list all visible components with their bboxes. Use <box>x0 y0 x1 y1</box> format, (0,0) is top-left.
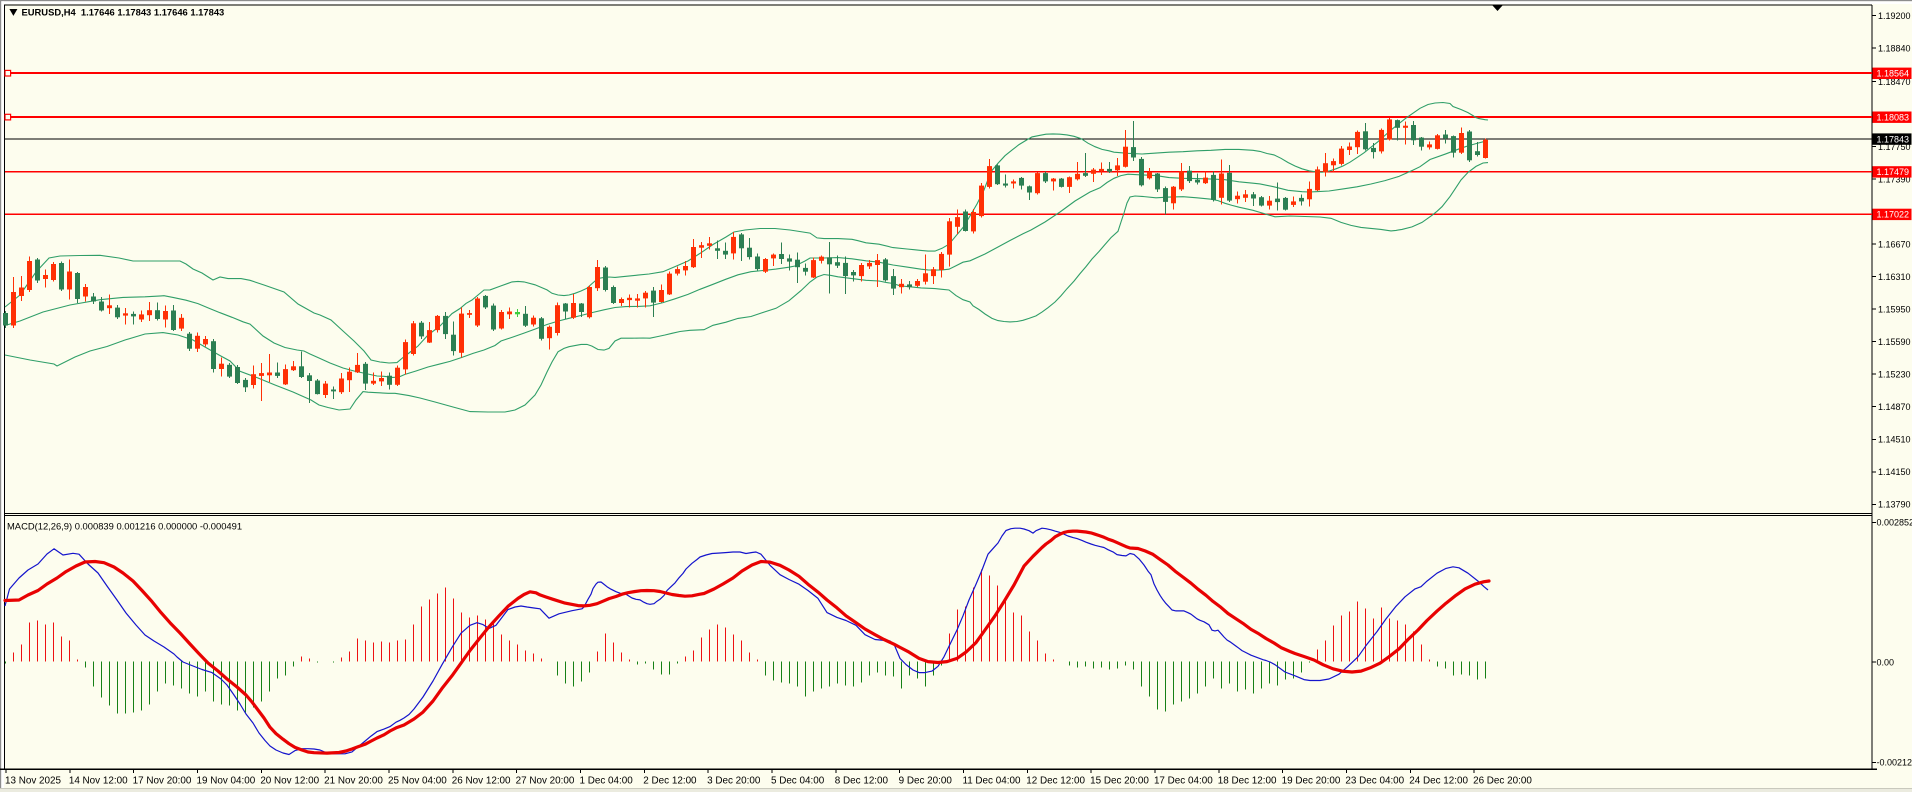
svg-text:EURUSD,H4 1.17646 1.17843 1.1: EURUSD,H4 1.17646 1.17843 1.17646 1.1784… <box>22 6 225 17</box>
svg-text:1.18470: 1.18470 <box>1878 77 1911 87</box>
svg-text:1.13790: 1.13790 <box>1878 500 1911 510</box>
svg-text:14 Nov 12:00: 14 Nov 12:00 <box>69 776 128 787</box>
svg-text:23 Dec 04:00: 23 Dec 04:00 <box>1345 776 1404 787</box>
svg-text:8 Dec 12:00: 8 Dec 12:00 <box>835 776 889 787</box>
svg-text:1.17022: 1.17022 <box>1877 210 1910 220</box>
svg-text:MACD(12,26,9) 0.000839 0.00121: MACD(12,26,9) 0.000839 0.001216 0.000000… <box>7 521 242 532</box>
svg-text:1.18840: 1.18840 <box>1878 43 1911 53</box>
svg-text:19 Nov 04:00: 19 Nov 04:00 <box>196 776 255 787</box>
svg-text:17 Dec 04:00: 17 Dec 04:00 <box>1154 776 1213 787</box>
svg-text:1.14150: 1.14150 <box>1878 467 1911 477</box>
svg-text:17 Nov 20:00: 17 Nov 20:00 <box>133 776 192 787</box>
svg-text:1.17843: 1.17843 <box>1877 134 1910 144</box>
svg-text:5 Dec 04:00: 5 Dec 04:00 <box>771 776 825 787</box>
svg-text:1.16310: 1.16310 <box>1878 272 1911 282</box>
svg-text:-0.00212: -0.00212 <box>1877 758 1912 768</box>
svg-text:12 Dec 12:00: 12 Dec 12:00 <box>1026 776 1085 787</box>
svg-text:1.19200: 1.19200 <box>1878 11 1911 21</box>
svg-text:15 Dec 20:00: 15 Dec 20:00 <box>1090 776 1149 787</box>
svg-text:0.00: 0.00 <box>1877 657 1895 667</box>
svg-text:2 Dec 12:00: 2 Dec 12:00 <box>643 776 697 787</box>
svg-text:18 Dec 12:00: 18 Dec 12:00 <box>1218 776 1277 787</box>
svg-text:0.002852: 0.002852 <box>1877 518 1912 528</box>
svg-text:21 Nov 20:00: 21 Nov 20:00 <box>324 776 383 787</box>
svg-text:1.17750: 1.17750 <box>1878 142 1911 152</box>
svg-text:26 Dec 20:00: 26 Dec 20:00 <box>1473 776 1532 787</box>
svg-text:1.18083: 1.18083 <box>1877 112 1910 122</box>
svg-text:9 Dec 20:00: 9 Dec 20:00 <box>899 776 953 787</box>
svg-text:1.18564: 1.18564 <box>1877 69 1910 79</box>
svg-text:1.15590: 1.15590 <box>1878 337 1911 347</box>
svg-text:27 Nov 20:00: 27 Nov 20:00 <box>516 776 575 787</box>
svg-text:1.14870: 1.14870 <box>1878 402 1911 412</box>
svg-text:20 Nov 12:00: 20 Nov 12:00 <box>260 776 319 787</box>
svg-text:1.16670: 1.16670 <box>1878 239 1911 249</box>
svg-text:1.15230: 1.15230 <box>1878 370 1911 380</box>
svg-text:13 Nov 2025: 13 Nov 2025 <box>5 776 62 787</box>
svg-text:1.17390: 1.17390 <box>1878 174 1911 184</box>
svg-text:24 Dec 12:00: 24 Dec 12:00 <box>1409 776 1468 787</box>
svg-text:11 Dec 04:00: 11 Dec 04:00 <box>962 776 1021 787</box>
svg-text:1 Dec 04:00: 1 Dec 04:00 <box>579 776 633 787</box>
svg-text:3 Dec 20:00: 3 Dec 20:00 <box>707 776 761 787</box>
svg-text:1.14510: 1.14510 <box>1878 435 1911 445</box>
svg-text:1.17479: 1.17479 <box>1877 167 1910 177</box>
svg-text:19 Dec 20:00: 19 Dec 20:00 <box>1282 776 1341 787</box>
svg-text:26 Nov 12:00: 26 Nov 12:00 <box>452 776 511 787</box>
svg-text:1.15950: 1.15950 <box>1878 305 1911 315</box>
svg-text:25 Nov 04:00: 25 Nov 04:00 <box>388 776 447 787</box>
